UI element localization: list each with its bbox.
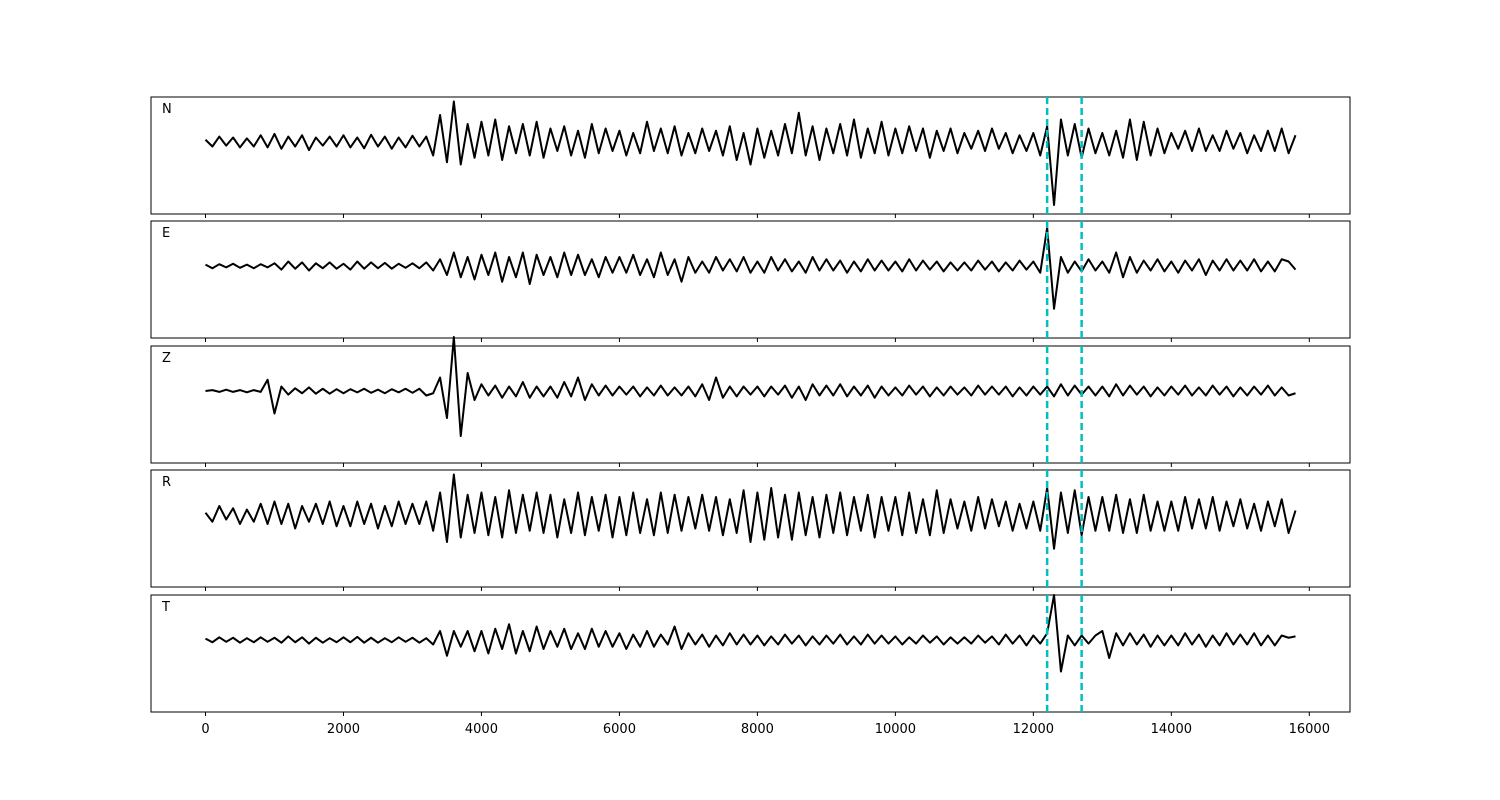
panel-frame [150, 594, 1351, 713]
panel-frame [150, 96, 1351, 215]
trace [204, 473, 1297, 550]
panel-label: E [162, 226, 170, 241]
trace [205, 594, 1296, 673]
panel-label: R [162, 475, 171, 490]
panel-frame [150, 469, 1351, 588]
x-tick-label: 14000 [1151, 722, 1192, 737]
x-tick-label: 12000 [1013, 722, 1054, 737]
x-tick-label: 8000 [741, 722, 774, 737]
panel-frame [150, 220, 1351, 339]
x-tick-label: 10000 [875, 722, 916, 737]
x-tick-label: 16000 [1289, 722, 1330, 737]
panel-label: Z [162, 351, 171, 366]
panel-frame [150, 345, 1351, 464]
trace [205, 336, 1296, 437]
x-tick-label: 6000 [603, 722, 636, 737]
panel-label: T [161, 600, 170, 615]
trace [205, 226, 1297, 310]
x-tick-label: 2000 [327, 722, 360, 737]
panel-label: N [162, 102, 172, 117]
x-tick-label: 0 [201, 722, 209, 737]
trace [204, 100, 1297, 206]
x-tick-label: 4000 [465, 722, 498, 737]
